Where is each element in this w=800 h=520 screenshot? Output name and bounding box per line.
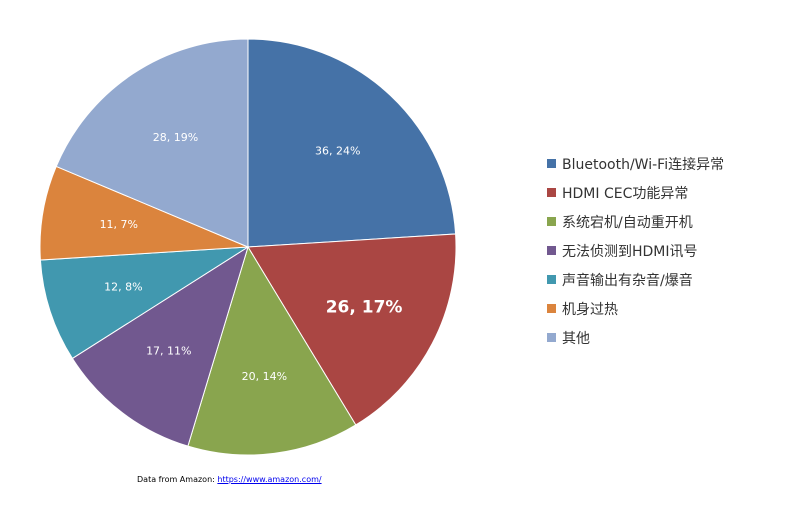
legend-swatch-4	[547, 246, 556, 255]
data-source-note: Data from Amazon: https://www.amazon.com…	[137, 475, 322, 484]
pie-slice-label-1: 36, 24%	[315, 145, 360, 158]
legend-label-5: 声音输出有杂音/爆音	[562, 272, 693, 289]
legend-swatch-6	[547, 304, 556, 313]
legend-item-2: HDMI CEC功能异常	[547, 178, 724, 207]
pie-slice-5	[39, 246, 249, 360]
legend-swatch-3	[547, 217, 556, 226]
pie-slice-label-5: 12, 8%	[104, 281, 142, 294]
legend-label-4: 无法侦测到HDMI讯号	[562, 243, 698, 260]
legend-item-7: 其他	[547, 323, 724, 352]
legend-swatch-5	[547, 275, 556, 284]
pie-slice-label-6: 11, 7%	[100, 218, 138, 231]
legend-label-3: 系统宕机/自动重开机	[562, 214, 693, 231]
pie-slice-3	[187, 245, 357, 456]
legend-item-6: 机身过热	[547, 294, 724, 323]
legend-label-7: 其他	[562, 330, 590, 347]
legend-swatch-2	[547, 188, 556, 197]
legend-item-3: 系统宕机/自动重开机	[547, 207, 724, 236]
legend-item-1: Bluetooth/Wi-Fi连接异常	[547, 149, 724, 178]
data-source-link[interactable]: https://www.amazon.com/	[217, 475, 322, 484]
pie-slice-label-2: 26, 17%	[326, 298, 403, 318]
pie-slice-2	[247, 233, 457, 426]
data-source-prefix: Data from Amazon:	[137, 475, 218, 484]
pie-slices	[39, 38, 457, 456]
legend-item-4: 无法侦测到HDMI讯号	[547, 236, 724, 265]
legend-swatch-7	[547, 333, 556, 342]
pie-slice-labels: 36, 24% 26, 17% 20, 14% 17, 11% 12, 8% 11, 7%…	[100, 131, 403, 383]
pie-slice-label-7: 28, 19%	[153, 131, 198, 144]
pie-slice-label-4: 17, 11%	[146, 344, 191, 357]
legend-label-2: HDMI CEC功能异常	[562, 185, 689, 202]
chart-legend: Bluetooth/Wi-Fi连接异常 HDMI CEC功能异常 系统宕机/自动重开…	[547, 149, 724, 352]
legend-label-1: Bluetooth/Wi-Fi连接异常	[562, 156, 725, 173]
pie-slice-label-3: 20, 14%	[242, 370, 287, 383]
pie-slice-4	[71, 245, 249, 447]
pie-slice-1	[247, 38, 457, 248]
legend-swatch-1	[547, 159, 556, 168]
legend-label-6: 机身过热	[562, 301, 618, 318]
pie-slice-7	[55, 38, 249, 248]
legend-item-5: 声音输出有杂音/爆音	[547, 265, 724, 294]
